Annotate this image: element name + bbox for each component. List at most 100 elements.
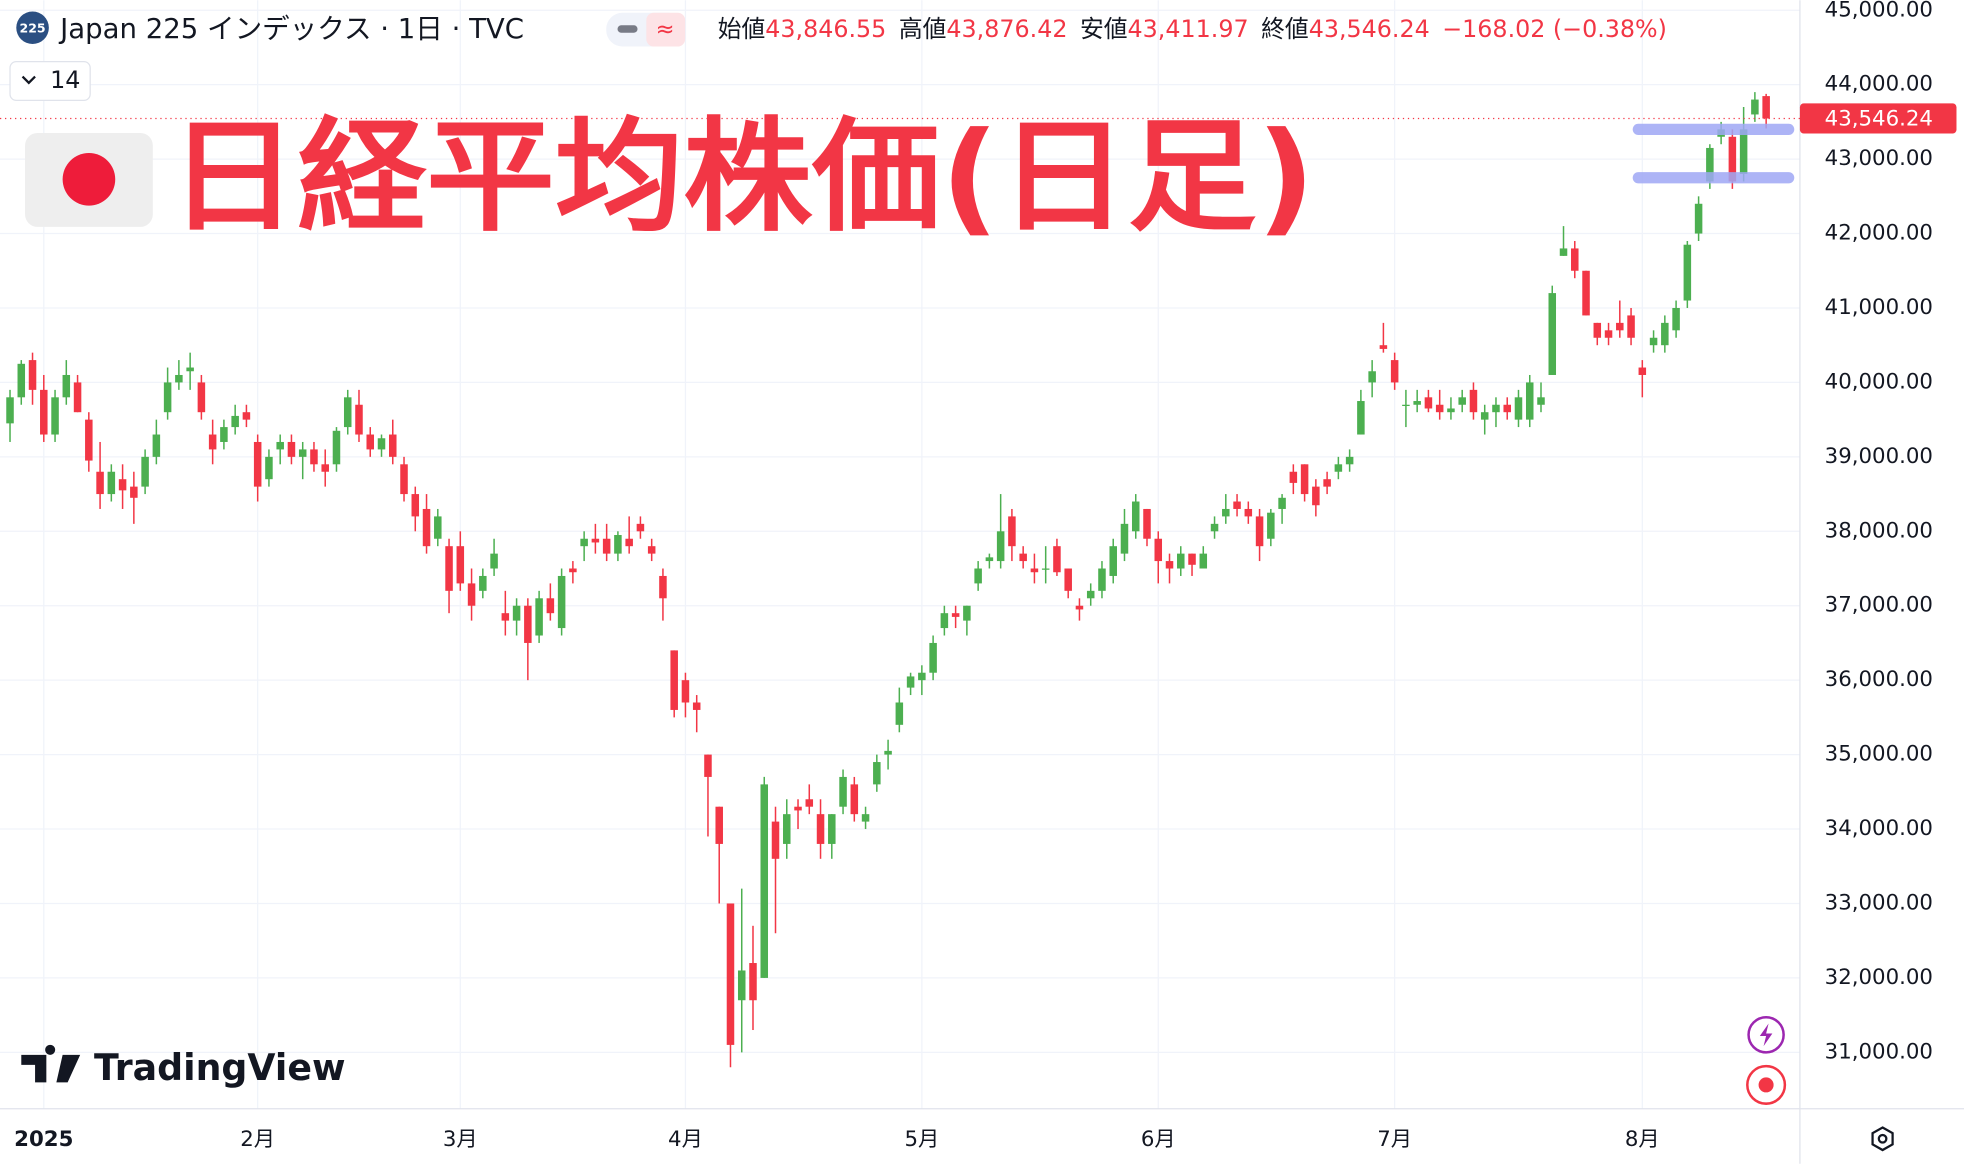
candle-body — [1199, 553, 1208, 569]
toggle-on[interactable] — [646, 12, 686, 47]
candle-body — [1177, 553, 1185, 569]
candle-body — [310, 449, 318, 465]
candle-body — [816, 814, 825, 844]
candle-body — [625, 538, 633, 547]
bolt — [1759, 1023, 1773, 1047]
candle-body — [1255, 516, 1264, 547]
candle-body — [1435, 404, 1444, 413]
candle-body — [1368, 371, 1376, 383]
candle-body — [1267, 512, 1275, 539]
candle-body — [1120, 523, 1129, 554]
candle-body — [614, 535, 622, 554]
candle-body — [434, 516, 442, 539]
brand-logo — [21, 1044, 81, 1083]
candle-body — [1390, 360, 1399, 383]
candle-body — [231, 415, 239, 428]
candle-body — [1210, 523, 1219, 532]
candle-body — [501, 613, 510, 621]
candle-body — [828, 814, 836, 844]
candle-body — [467, 583, 476, 606]
x-tick-label: 6月 — [1141, 1127, 1176, 1152]
toggle-icon — [617, 25, 638, 33]
candle-body — [197, 382, 206, 413]
y-tick-label: 39,000.00 — [1825, 444, 1933, 469]
candle-body — [1683, 244, 1692, 301]
settings-dot — [1877, 1133, 1888, 1144]
settings-icon[interactable] — [1871, 1126, 1894, 1152]
candle-body — [1762, 96, 1770, 119]
y-tick-label: 36,000.00 — [1825, 667, 1933, 692]
candle-body — [929, 642, 937, 673]
candle-body — [1604, 330, 1613, 338]
candle-body — [1424, 397, 1433, 409]
candle-body — [636, 523, 645, 532]
field-label: 安値 — [1080, 15, 1128, 43]
candle-body — [1345, 456, 1354, 465]
candle-body — [321, 464, 329, 472]
candle-body — [794, 806, 802, 811]
candle-body — [1672, 307, 1680, 331]
candle-body — [906, 676, 915, 688]
field-label: 高値 — [899, 15, 947, 43]
candle-body — [411, 494, 420, 517]
candle-body — [1492, 404, 1500, 413]
candle-body — [1694, 203, 1703, 234]
candle-body — [1616, 322, 1624, 331]
candle-body — [1751, 99, 1759, 115]
candle-body — [152, 434, 161, 457]
candle-body — [715, 806, 723, 844]
candle-body — [1469, 389, 1478, 413]
x-tick-label: 8月 — [1625, 1127, 1660, 1152]
interval-box[interactable] — [9, 60, 91, 102]
candle-body — [366, 434, 375, 450]
candle-body — [535, 598, 543, 636]
candle-body — [1480, 412, 1489, 420]
x-tick-label: 2月 — [240, 1127, 275, 1152]
candle-body — [1334, 464, 1343, 472]
candle-body — [704, 754, 712, 777]
y-tick-label: 40,000.00 — [1825, 369, 1933, 394]
candle-body — [1030, 568, 1039, 573]
candle-body — [96, 471, 104, 495]
candle-body — [895, 702, 904, 725]
candle-body — [422, 508, 431, 547]
candle-body — [1627, 315, 1635, 338]
candle-body — [1503, 404, 1511, 413]
y-tick-label: 35,000.00 — [1825, 742, 1933, 767]
candle-body — [1458, 397, 1466, 405]
field-value: 43,546.24 — [1309, 15, 1430, 43]
y-tick-label: 43,000.00 — [1825, 146, 1933, 171]
candle-body — [456, 546, 465, 584]
candle-body — [355, 404, 363, 435]
candle-body — [1582, 270, 1590, 316]
candle-body — [163, 382, 172, 413]
candle-body — [591, 538, 600, 543]
candle-body — [1559, 248, 1568, 256]
candle-body — [1525, 382, 1534, 420]
x-tick-label: 4月 — [668, 1127, 703, 1152]
candle-body — [389, 434, 397, 457]
candle-body — [783, 814, 791, 844]
candle-body — [208, 434, 217, 450]
x-tick-label: 5月 — [904, 1127, 939, 1152]
candle-body — [726, 903, 735, 1045]
candle-body — [850, 784, 859, 815]
symbol-title[interactable]: Japan 225 インデックス · 1日 · TVC — [58, 13, 524, 45]
candle-body — [1413, 401, 1421, 405]
candle-body — [1728, 136, 1737, 182]
candle-body — [1075, 605, 1084, 610]
candle-body — [670, 650, 678, 710]
candle-body — [884, 750, 892, 755]
candle-body — [580, 538, 588, 547]
candle-body — [546, 598, 555, 614]
field-value: 43,846.55 — [765, 15, 886, 43]
candle-body — [1222, 508, 1230, 517]
candle-body — [760, 784, 769, 978]
candle-body — [1661, 322, 1669, 346]
candle-body — [873, 762, 881, 785]
candle-body — [265, 456, 273, 480]
candle-body — [602, 538, 611, 554]
candle-body — [40, 389, 48, 435]
